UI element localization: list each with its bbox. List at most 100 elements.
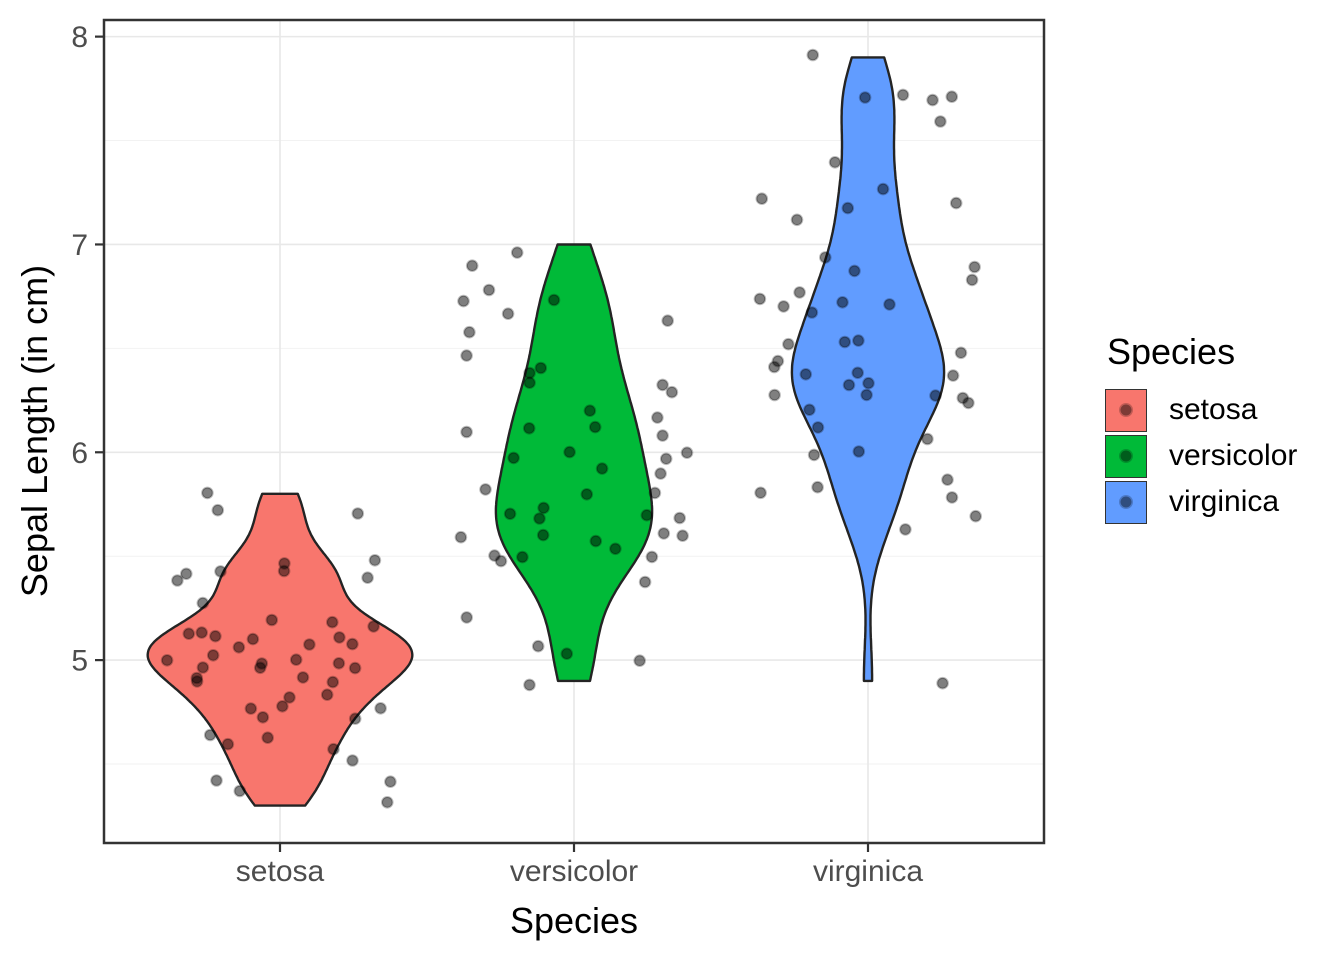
jitter-point: [296, 671, 310, 684]
jitter-point: [782, 337, 795, 351]
jitter-point: [276, 700, 289, 713]
jitter-point: [589, 534, 603, 548]
jitter-point: [862, 376, 875, 390]
jitter-point: [233, 784, 247, 798]
jitter-point: [160, 654, 174, 667]
jitter-point: [246, 632, 260, 646]
jitter-point: [346, 754, 359, 767]
jitter-point: [522, 422, 536, 435]
jitter-point: [656, 378, 669, 392]
violin-virginica: [790, 56, 946, 683]
jitter-point: [190, 675, 204, 688]
jitter-point: [962, 396, 975, 410]
jitter-point: [828, 156, 842, 169]
jitter-point: [210, 774, 223, 787]
jitter-point: [256, 711, 270, 724]
jitter-point: [771, 354, 785, 368]
jitter-point: [949, 196, 963, 210]
jitter-point: [283, 691, 296, 704]
jitter-point: [560, 647, 574, 661]
jitter-point: [534, 361, 548, 375]
jitter-point: [945, 90, 959, 103]
jitter-point: [754, 486, 767, 500]
jitter-point: [384, 775, 397, 789]
jitter-points: [160, 48, 983, 809]
jitter-point: [657, 527, 671, 540]
jitter-point: [852, 445, 866, 458]
jitter-point: [876, 182, 890, 196]
jitter-point: [852, 334, 865, 347]
jitter-point: [501, 307, 515, 321]
point-icon: [1120, 496, 1132, 508]
legend-entry-label: virginica: [1169, 485, 1280, 518]
jitter-point: [563, 445, 576, 459]
jitter-point: [946, 369, 960, 382]
jitter-point: [196, 661, 210, 674]
axes: 5 6 7 8 setosa versicolor virginica: [71, 21, 923, 888]
jitter-point: [806, 48, 820, 62]
jitter-point: [645, 550, 659, 564]
jitter-point: [661, 314, 675, 328]
jitter-point: [180, 567, 193, 581]
jitter-point: [348, 712, 362, 726]
x-tick-label: setosa: [236, 855, 325, 888]
jitter-point: [595, 462, 609, 475]
jitter-point: [463, 325, 476, 339]
jitter-point: [811, 421, 825, 434]
jitter-point: [753, 292, 767, 306]
jitter-point: [351, 507, 365, 520]
legend: Species setosa versicolor virginica: [1105, 331, 1297, 526]
legend-swatch-virginica: [1105, 480, 1147, 524]
jitter-point: [460, 611, 474, 624]
jitter-point: [368, 554, 382, 567]
jitter-point: [333, 631, 346, 644]
jitter-point: [580, 488, 594, 501]
jitter-point: [583, 404, 597, 418]
jitter-point: [460, 425, 473, 439]
jitter-point: [361, 571, 374, 585]
jitter-point: [289, 653, 303, 667]
jitter-point: [968, 260, 981, 274]
jitter-point: [232, 641, 246, 654]
jitter-point: [648, 486, 662, 500]
jitter-point: [638, 575, 652, 589]
jitter-point: [659, 452, 673, 466]
jitter-point: [768, 388, 781, 402]
jitter-point: [965, 273, 979, 287]
jitter-point: [454, 530, 468, 544]
jitter-point: [969, 509, 983, 523]
legend-entry-label: versicolor: [1169, 439, 1298, 472]
jitter-point: [860, 388, 873, 402]
jitter-point: [842, 378, 856, 392]
point-icon: [1120, 450, 1132, 462]
jitter-point: [209, 629, 222, 643]
jitter-point: [807, 448, 821, 462]
jitter-point: [516, 550, 529, 564]
jitter-point: [523, 678, 536, 692]
y-axis-title: Sepal Length (in cm): [14, 264, 55, 598]
jitter-point: [332, 657, 346, 670]
jitter-point: [326, 615, 339, 629]
legend-entry-virginica: virginica: [1105, 480, 1297, 524]
jitter-point: [633, 654, 647, 668]
jitter-point: [921, 432, 934, 446]
jitter-point: [838, 335, 852, 349]
jitter-point: [929, 389, 942, 402]
jitter-point: [206, 649, 220, 662]
jitter-point: [836, 296, 849, 309]
jitter-point: [327, 742, 340, 756]
jitter-point: [941, 473, 954, 487]
jitter-point: [255, 657, 269, 670]
y-tick-label: 5: [71, 645, 88, 678]
legend-entry-setosa: setosa: [1105, 388, 1297, 432]
jitter-point: [945, 491, 959, 504]
y-tick-label: 8: [71, 21, 88, 54]
point-icon: [1120, 404, 1132, 416]
jitter-point: [858, 91, 872, 104]
jitter-point: [531, 639, 545, 653]
jitter-point: [547, 293, 561, 307]
jitter-point: [507, 451, 520, 465]
jitter-point: [348, 661, 362, 675]
jitter-point: [793, 286, 806, 299]
